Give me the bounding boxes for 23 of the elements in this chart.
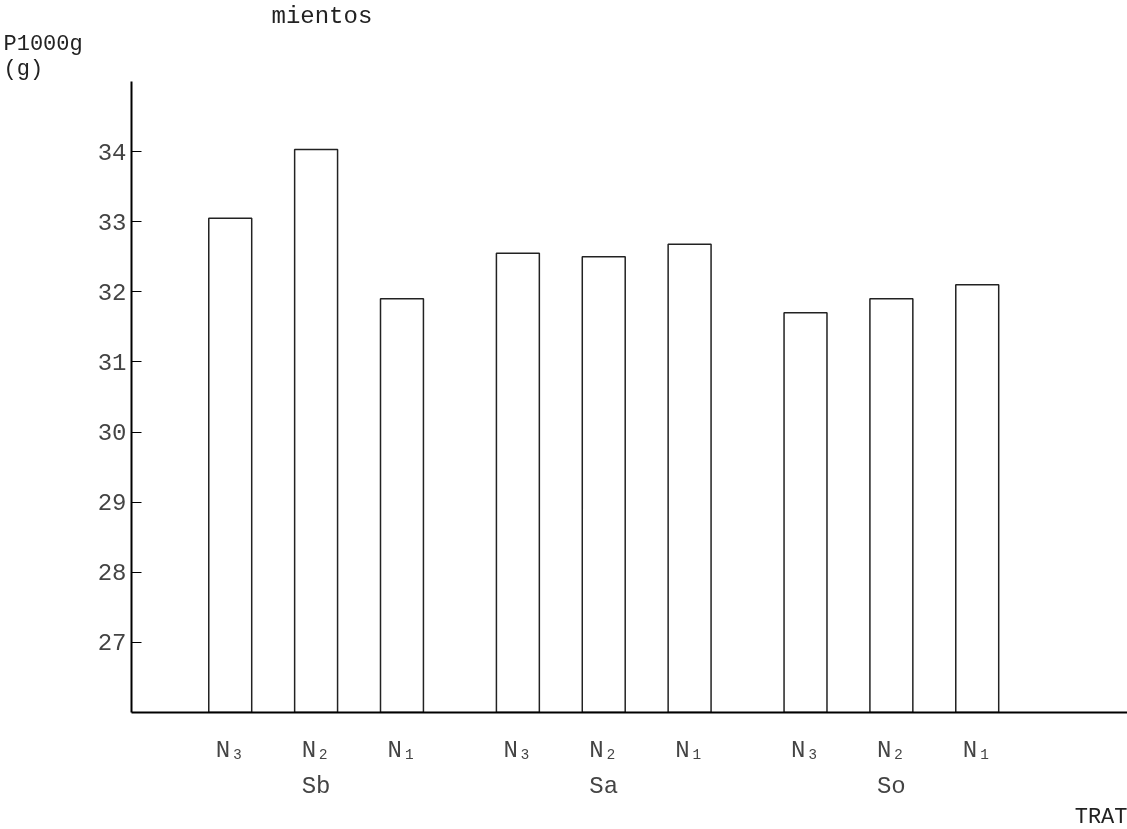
y-tick-label: 34 <box>97 139 127 167</box>
x-tick-label: N₃ <box>503 736 533 764</box>
text: Sb <box>301 772 331 800</box>
text: So <box>876 772 906 800</box>
text: Sa <box>589 772 619 800</box>
x-tick-label: N₁ <box>962 736 992 764</box>
y-tick-label: 28 <box>97 560 127 588</box>
y-tick-label: 31 <box>97 349 127 377</box>
y-axis-title: P1000g (g) <box>3 31 83 82</box>
y-tick-label: 32 <box>97 279 127 307</box>
x-tick-label: N₁ <box>387 736 417 764</box>
y-tick-label: 27 <box>97 630 127 658</box>
x-axis-title: TRAT <box>1074 804 1127 829</box>
x-tick-label: N₂ <box>589 736 619 764</box>
y-tick-label: 33 <box>97 209 127 237</box>
x-tick-label: N₁ <box>675 736 705 764</box>
chart-title: mientos <box>271 2 373 30</box>
y-tick-label: 29 <box>97 490 127 518</box>
x-tick-label: N₃ <box>791 736 820 764</box>
x-tick-label: N₂ <box>876 736 906 764</box>
y-tick-label: 30 <box>97 420 127 448</box>
x-tick-label: N₃ <box>215 736 245 764</box>
x-tick-label: N₂ <box>301 736 331 764</box>
